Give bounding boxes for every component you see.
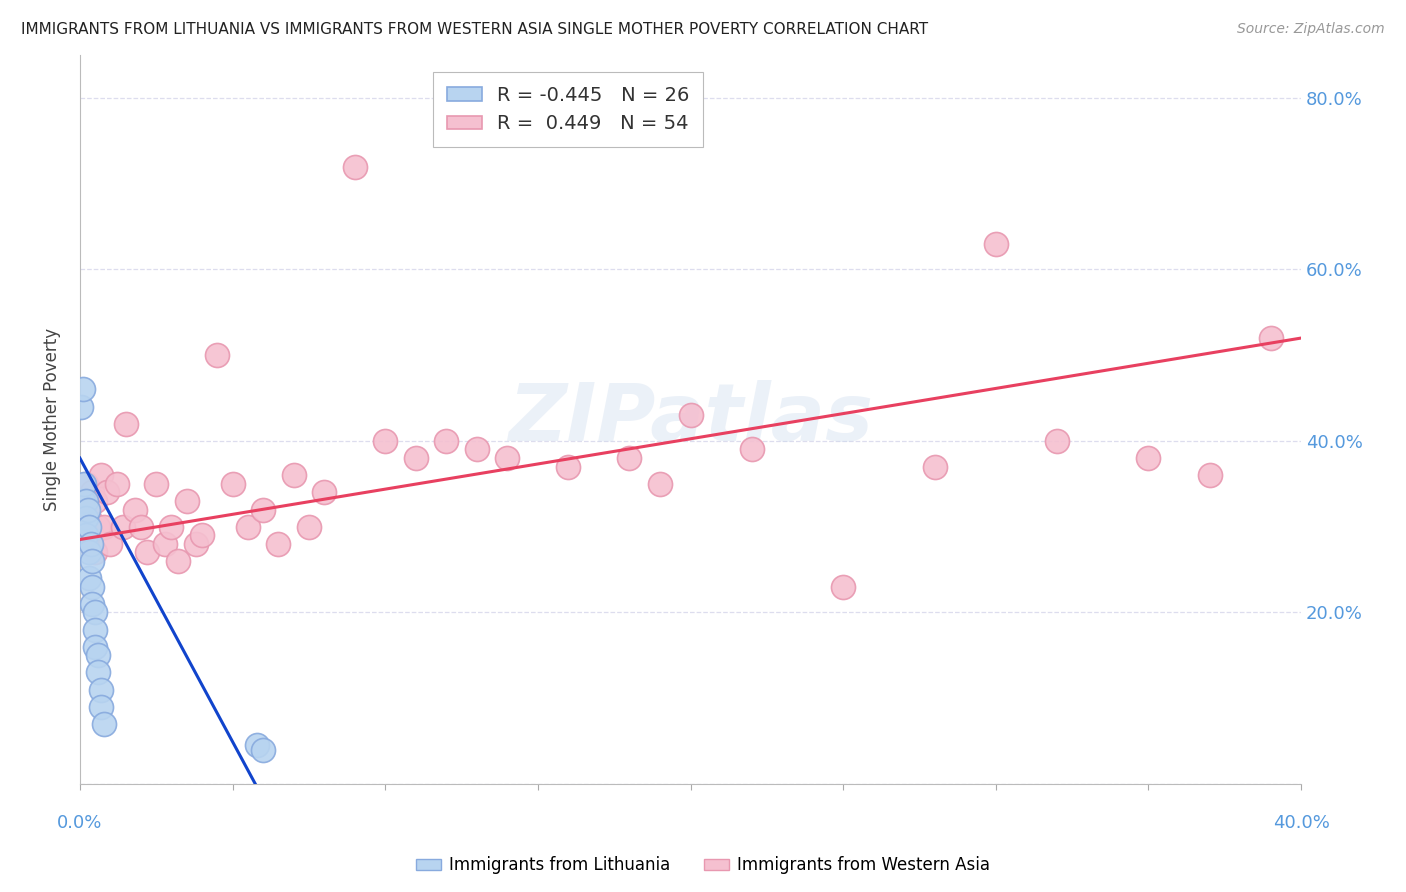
Point [924,459,946,474]
Point [90,699,112,714]
Point [87,648,110,663]
Point [77,519,100,533]
Point [111,519,134,533]
Point [73,511,96,525]
Point [77,511,100,525]
Point [80,528,103,542]
Point [145,476,167,491]
Point [75,511,97,525]
Point [72,494,94,508]
Point [73,502,96,516]
Point [207,348,229,362]
Y-axis label: Single Mother Poverty: Single Mother Poverty [44,328,60,511]
Point [72,519,94,533]
Point [87,665,110,680]
Point [221,476,243,491]
Point [76,502,98,516]
Point [648,476,671,491]
Point [80,554,103,568]
Point [679,408,702,422]
Point [252,502,274,516]
Point [84,545,107,559]
Point [298,519,321,533]
Point [72,383,94,397]
Text: 0.0%: 0.0% [58,814,103,832]
Point [75,494,97,508]
Point [1137,451,1160,466]
Point [77,571,100,585]
Point [155,537,177,551]
Point [252,742,274,756]
Point [619,451,641,466]
Point [176,494,198,508]
Point [1198,468,1220,483]
Point [70,400,93,414]
Point [405,451,427,466]
Point [93,716,115,731]
Point [160,519,183,533]
Point [314,485,336,500]
Point [87,519,110,533]
Point [136,545,159,559]
Text: ZIPatlas: ZIPatlas [508,381,873,458]
Point [84,494,107,508]
Point [84,623,107,637]
Point [80,597,103,611]
Point [434,434,457,448]
Point [283,468,305,483]
Point [267,537,290,551]
Text: Source: ZipAtlas.com: Source: ZipAtlas.com [1237,22,1385,37]
Point [374,434,396,448]
Point [343,160,366,174]
Point [80,485,103,500]
Point [79,537,101,551]
Point [832,580,855,594]
Point [75,476,97,491]
Point [741,442,763,457]
Point [236,519,259,533]
Point [984,236,1007,251]
Point [465,442,488,457]
Point [496,451,519,466]
Point [105,476,128,491]
Point [1260,331,1282,345]
Point [100,537,122,551]
Point [557,459,579,474]
Point [93,519,115,533]
Legend: R = -0.445   N = 26, R =  0.449   N = 54: R = -0.445 N = 26, R = 0.449 N = 54 [433,72,703,147]
Point [96,485,118,500]
Point [124,502,146,516]
Point [191,528,214,542]
Point [75,528,97,542]
Point [77,537,100,551]
Point [84,640,107,654]
Point [73,476,96,491]
Point [75,519,97,533]
Point [84,606,107,620]
Text: IMMIGRANTS FROM LITHUANIA VS IMMIGRANTS FROM WESTERN ASIA SINGLE MOTHER POVERTY : IMMIGRANTS FROM LITHUANIA VS IMMIGRANTS … [21,22,928,37]
Text: 40.0%: 40.0% [1272,814,1330,832]
Point [184,537,207,551]
Point [246,738,269,752]
Point [90,468,112,483]
Point [114,417,136,431]
Point [1046,434,1069,448]
Legend: Immigrants from Lithuania, Immigrants from Western Asia: Immigrants from Lithuania, Immigrants fr… [411,851,995,880]
Point [77,545,100,559]
Point [90,682,112,697]
Point [80,580,103,594]
Point [129,519,152,533]
Point [166,554,188,568]
